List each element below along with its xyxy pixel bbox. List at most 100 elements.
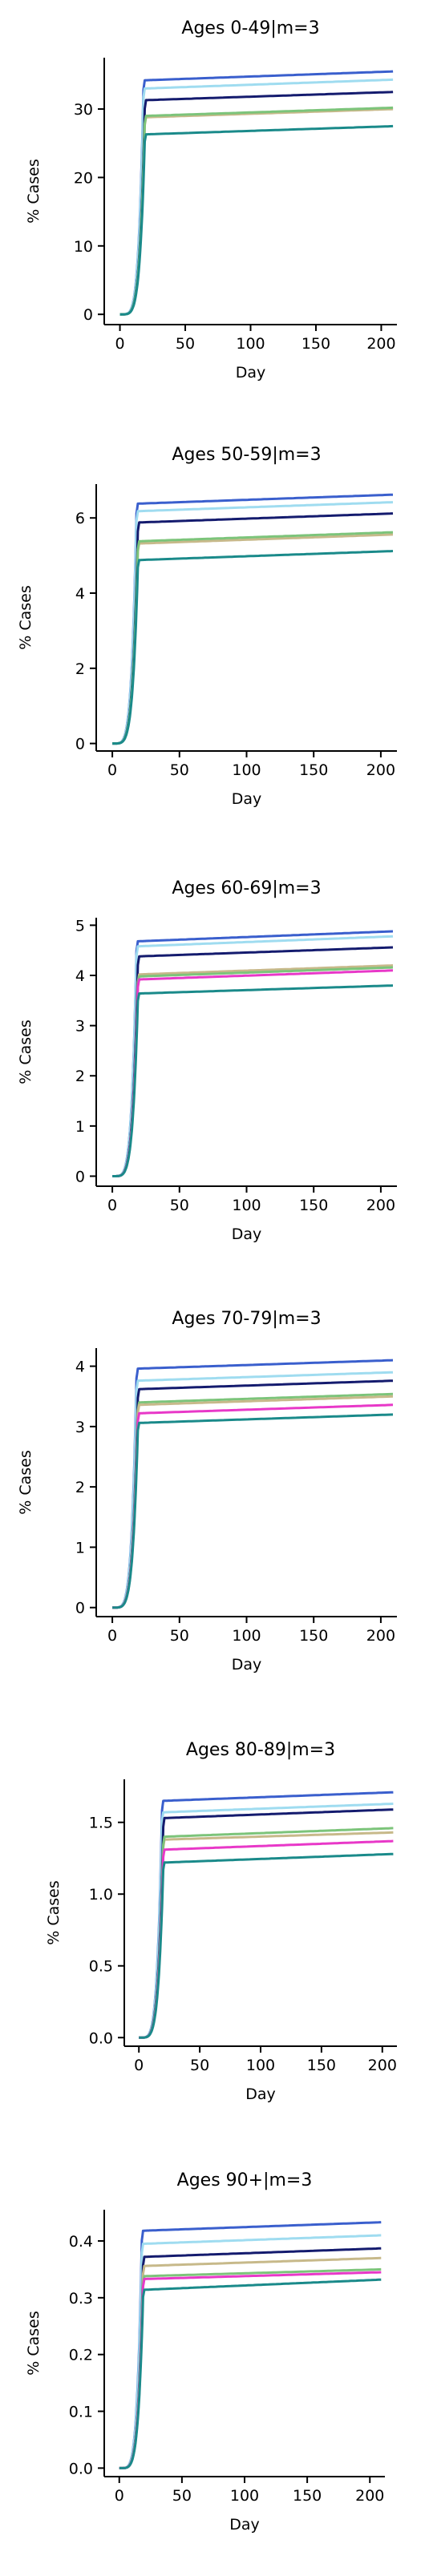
chart-panel-3: Ages 60-69|m=3 0 50 100 150 200 0 1 2 3 4 5 Day % Cas… bbox=[17, 878, 397, 1243]
x-tick-label: 0 bbox=[134, 2057, 144, 2074]
y-tick-label: 0.5 bbox=[89, 1958, 113, 1976]
y-tick-label: 2 bbox=[75, 1068, 85, 1085]
series-line-6 bbox=[111, 550, 394, 745]
series-line-2 bbox=[111, 1371, 394, 1609]
y-tick-label: 1 bbox=[75, 1118, 85, 1136]
y-axis-label: % Cases bbox=[17, 1019, 34, 1084]
y-tick-label: 4 bbox=[75, 1359, 85, 1376]
y-tick-label: 0.0 bbox=[69, 2460, 93, 2477]
y-tick-label: 0 bbox=[83, 306, 93, 324]
x-tick-label: 200 bbox=[366, 335, 395, 353]
series-line-3 bbox=[138, 1808, 394, 2039]
y-tick-label: 0 bbox=[75, 1168, 85, 1185]
x-axis-label: Day bbox=[229, 2516, 260, 2534]
series-line-3 bbox=[111, 512, 394, 745]
x-tick-label: 100 bbox=[236, 335, 265, 353]
series-line-4 bbox=[111, 533, 394, 745]
y-tick-label: 0 bbox=[75, 736, 85, 753]
series-line-5 bbox=[111, 531, 394, 745]
x-tick-label: 200 bbox=[368, 2057, 397, 2074]
x-tick-label: 0 bbox=[115, 335, 125, 353]
chart-panel-5: Ages 80-89|m=3 0 50 100 150 200 0.0 0.5 1.0 1.5 Da… bbox=[45, 1740, 397, 2103]
y-tick-label: 1 bbox=[75, 1539, 85, 1557]
series-line-1 bbox=[111, 493, 394, 745]
series-line-4 bbox=[119, 107, 394, 316]
x-axis-label: Day bbox=[236, 364, 266, 382]
series-line-7 bbox=[138, 1852, 394, 2039]
y-axis-label: % Cases bbox=[17, 1450, 34, 1515]
y-tick-label: 0.2 bbox=[69, 2347, 93, 2364]
x-tick-label: 100 bbox=[232, 1197, 261, 1214]
x-tick-label: 50 bbox=[170, 1197, 189, 1214]
chart-panel-2: Ages 50-59|m=3 0 50 100 150 200 0 2 4 6 Day % Cases bbox=[17, 445, 397, 808]
y-tick-label: 5 bbox=[75, 917, 85, 935]
x-tick-label: 150 bbox=[299, 761, 328, 779]
x-tick-label: 50 bbox=[190, 2057, 209, 2074]
y-tick-label: 0 bbox=[75, 1600, 85, 1617]
x-tick-label: 100 bbox=[230, 2487, 259, 2505]
series-line-3 bbox=[111, 946, 394, 1177]
series-line-5 bbox=[111, 966, 394, 1177]
x-tick-label: 150 bbox=[299, 1627, 328, 1645]
x-tick-label: 150 bbox=[293, 2487, 322, 2505]
series-line-4 bbox=[111, 1392, 394, 1609]
series-line-4 bbox=[111, 964, 394, 1177]
y-axis-label: % Cases bbox=[45, 1880, 63, 1945]
x-axis-label: Day bbox=[232, 790, 262, 808]
x-tick-label: 200 bbox=[355, 2487, 384, 2505]
series-line-1 bbox=[119, 70, 394, 316]
x-tick-label: 200 bbox=[366, 761, 395, 779]
series-line-7 bbox=[111, 1413, 394, 1609]
x-tick-label: 0 bbox=[107, 1627, 117, 1645]
series-line-5 bbox=[111, 1395, 394, 1609]
y-tick-label: 0.0 bbox=[89, 2029, 113, 2047]
series-line-6 bbox=[138, 1839, 394, 2039]
x-axis-label: Day bbox=[245, 2085, 276, 2103]
chart-panel-6: Ages 90+|m=3 0 50 100 150 200 0.0 0.1 0.2 0.3 0.4 D… bbox=[25, 2170, 385, 2534]
chart-title: Ages 90+|m=3 bbox=[177, 2170, 313, 2190]
x-axis-label: Day bbox=[232, 1656, 262, 1674]
x-tick-label: 50 bbox=[172, 2487, 192, 2505]
chart-title: Ages 80-89|m=3 bbox=[186, 1740, 335, 1760]
series-line-3 bbox=[119, 91, 394, 316]
series-line-6 bbox=[119, 124, 394, 316]
y-tick-label: 20 bbox=[74, 169, 93, 187]
series-line-6 bbox=[111, 1403, 394, 1609]
y-tick-label: 3 bbox=[75, 1018, 85, 1036]
y-tick-label: 1.0 bbox=[89, 1886, 113, 1904]
chart-title: Ages 60-69|m=3 bbox=[172, 878, 321, 898]
x-tick-label: 150 bbox=[302, 335, 330, 353]
x-tick-label: 0 bbox=[115, 2487, 124, 2505]
x-tick-label: 150 bbox=[307, 2057, 336, 2074]
series-line-5 bbox=[119, 2267, 382, 2469]
x-tick-label: 0 bbox=[107, 1197, 117, 1214]
chart-title: Ages 0-49|m=3 bbox=[181, 18, 319, 38]
series-line-6 bbox=[111, 969, 394, 1177]
x-tick-label: 100 bbox=[232, 761, 261, 779]
y-tick-label: 2 bbox=[75, 660, 85, 678]
y-axis-label: % Cases bbox=[25, 2311, 42, 2376]
y-tick-label: 3 bbox=[75, 1419, 85, 1436]
chart-title: Ages 70-79|m=3 bbox=[172, 1309, 321, 1329]
x-tick-label: 100 bbox=[232, 1627, 261, 1645]
series-line-7 bbox=[111, 984, 394, 1177]
x-tick-label: 50 bbox=[170, 1627, 189, 1645]
x-tick-label: 150 bbox=[299, 1197, 328, 1214]
y-tick-label: 2 bbox=[75, 1479, 85, 1496]
y-axis-label: % Cases bbox=[25, 159, 42, 224]
x-axis-label: Day bbox=[232, 1225, 262, 1243]
y-tick-label: 6 bbox=[75, 510, 85, 527]
y-axis-label: % Cases bbox=[17, 585, 34, 650]
y-tick-label: 4 bbox=[75, 585, 85, 603]
y-tick-label: 0.3 bbox=[69, 2290, 93, 2307]
x-tick-label: 200 bbox=[366, 1197, 395, 1214]
series-line-5 bbox=[119, 106, 394, 316]
y-tick-label: 1.5 bbox=[89, 1815, 113, 1832]
y-tick-label: 4 bbox=[75, 967, 85, 985]
x-tick-label: 50 bbox=[170, 761, 189, 779]
y-tick-label: 0.4 bbox=[69, 2233, 93, 2251]
series-line-6 bbox=[119, 2271, 382, 2469]
y-tick-label: 0.1 bbox=[69, 2404, 93, 2421]
chart-title: Ages 50-59|m=3 bbox=[172, 445, 321, 465]
